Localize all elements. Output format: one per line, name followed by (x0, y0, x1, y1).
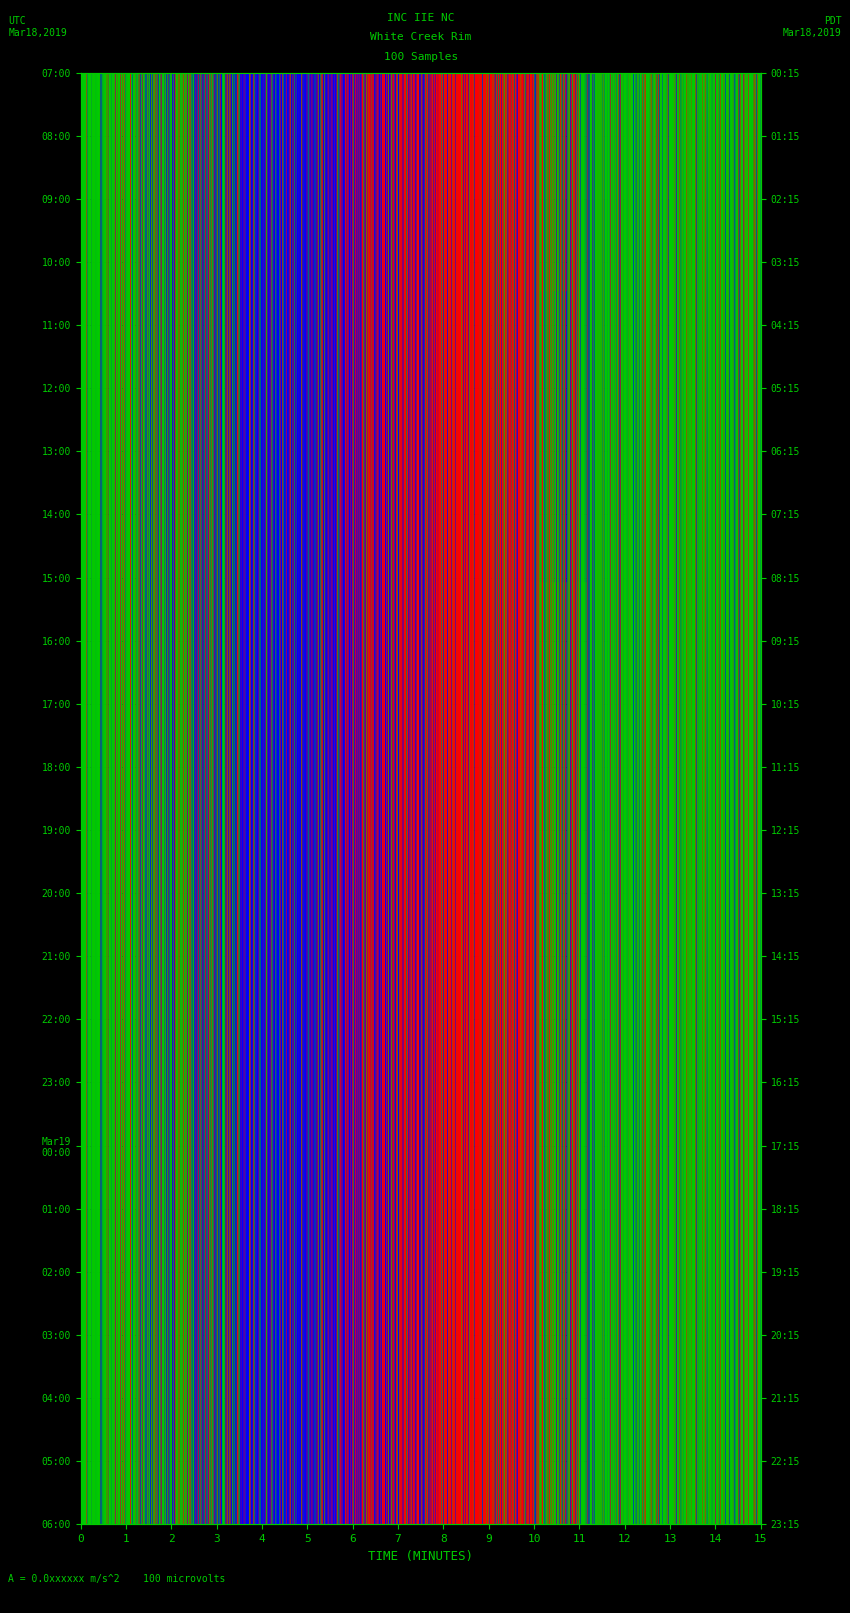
Text: White Creek Rim: White Creek Rim (370, 32, 472, 42)
Text: 100 Samples: 100 Samples (383, 52, 458, 61)
X-axis label: TIME (MINUTES): TIME (MINUTES) (368, 1550, 473, 1563)
Text: A = 0.0xxxxxx m/s^2    100 microvolts: A = 0.0xxxxxx m/s^2 100 microvolts (8, 1574, 226, 1584)
Text: INC IIE NC: INC IIE NC (387, 13, 455, 23)
Text: UTC
Mar18,2019: UTC Mar18,2019 (8, 16, 67, 37)
Text: PDT
Mar18,2019: PDT Mar18,2019 (783, 16, 842, 37)
